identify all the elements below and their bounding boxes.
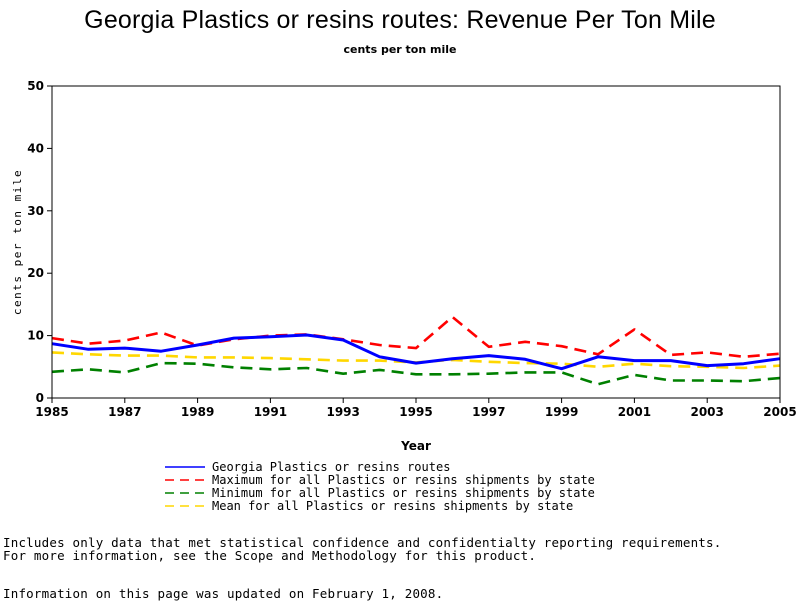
x-tick-label: 1991 [254,405,287,419]
x-axis: 1985 1987 1989 1991 1993 1995 1997 1999 2001 2003… [35,398,797,419]
x-tick-label: 2005 [763,405,796,419]
y-tick-label: 40 [27,141,44,155]
y-tick-label: 50 [27,79,44,93]
y-tick-label: 20 [27,266,44,280]
legend-label: Minimum for all Plastics or resins shipm… [212,486,595,500]
x-tick-label: 1985 [35,405,68,419]
legend-label: Maximum for all Plastics or resins shipm… [212,473,595,487]
legend-label: Georgia Plastics or resins routes [212,460,450,474]
series-line-georgia [51,333,781,371]
x-tick-label: 1987 [108,405,141,419]
y-tick-label: 30 [27,204,44,218]
series-line-minimum [51,361,781,386]
x-tick-label: 1997 [472,405,505,419]
x-tick-label: 1995 [399,405,432,419]
x-tick-label: 2003 [690,405,723,419]
legend-label: Mean for all Plastics or resins shipment… [212,499,573,513]
y-tick-label: 0 [36,391,44,405]
series-line-maximum [51,315,781,359]
x-axis-label: Year [400,439,431,453]
y-axis: 0 10 20 30 40 50 [27,79,52,405]
legend: Georgia Plastics or resins routesMaximum… [165,460,595,513]
series-layer [51,315,781,386]
x-tick-label: 1989 [181,405,214,419]
y-axis-label: cents per ton mile [11,169,24,315]
y-tick-label: 10 [27,329,44,343]
chart-title: Georgia Plastics or resins routes: Reven… [84,6,716,34]
chart-subtitle: cents per ton mile [343,43,457,56]
x-tick-label: 2001 [618,405,651,419]
x-tick-label: 1993 [326,405,359,419]
footnote-updated: Information on this page was updated on … [3,586,444,601]
x-tick-label: 1999 [545,405,578,419]
footnote-confidence: Includes only data that met statistical … [3,535,722,550]
footnote-methodology: For more information, see the Scope and … [3,548,537,563]
